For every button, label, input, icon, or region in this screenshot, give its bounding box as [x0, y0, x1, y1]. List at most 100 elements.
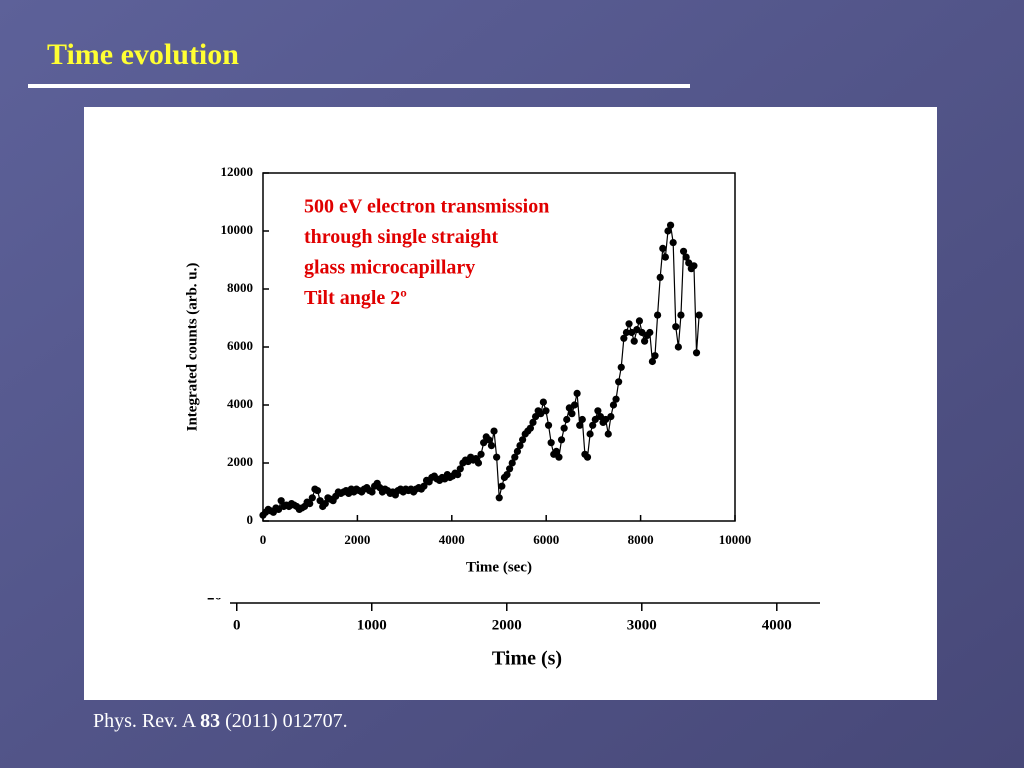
- data-point: [578, 415, 586, 424]
- data-point: [661, 253, 669, 261]
- data-point: [612, 395, 620, 403]
- data-point: [503, 471, 511, 479]
- data-point: [511, 453, 519, 461]
- data-point: [557, 436, 566, 444]
- data-point: [313, 486, 322, 495]
- data-point: [609, 401, 618, 409]
- data-point: [454, 471, 462, 479]
- data-point: [526, 424, 534, 432]
- data-point: [555, 453, 563, 461]
- y-tick-label: 20: [207, 587, 222, 603]
- data-point: [420, 482, 428, 490]
- x-tick-label: 4000: [439, 532, 465, 547]
- data-point: [277, 497, 285, 505]
- data-point: [653, 311, 662, 319]
- y-tick-label: 12000: [221, 164, 254, 179]
- data-point: [695, 311, 703, 319]
- data-point: [306, 500, 314, 508]
- data-point: [677, 311, 685, 319]
- data-point: [594, 407, 602, 415]
- annotation: glass microcapillary: [304, 257, 475, 279]
- data-point: [368, 488, 376, 496]
- data-point: [490, 427, 498, 435]
- data-point: [508, 459, 516, 467]
- x-axis-label: Time (s): [492, 648, 562, 670]
- data-point: [666, 221, 675, 229]
- data-point: [641, 337, 649, 345]
- annotation: through single straight: [304, 226, 498, 248]
- data-point: [563, 415, 571, 424]
- main-chart: 0 2000 4000 6000 8000 10000 12000 0 2000 4000 6000…: [184, 164, 751, 575]
- x-tick-label: 2000: [492, 617, 522, 633]
- data-point: [682, 253, 690, 261]
- data-point: [570, 401, 579, 409]
- data-point: [622, 328, 631, 337]
- data-point: [586, 430, 594, 438]
- data-point: [321, 500, 329, 508]
- data-point: [568, 410, 576, 418]
- citation-volume: 83: [200, 710, 220, 732]
- data-point: [552, 447, 560, 455]
- x-tick-label: 4000: [762, 617, 792, 633]
- data-point: [544, 421, 553, 429]
- x-axis-label: Time (sec): [466, 559, 532, 575]
- data-point: [615, 378, 623, 386]
- x-tick-label: 0: [260, 532, 267, 547]
- data-point: [583, 453, 592, 461]
- annotation: 500 eV electron transmission: [304, 196, 549, 218]
- data-point: [456, 465, 464, 473]
- data-point: [487, 442, 496, 450]
- data-point: [646, 328, 654, 337]
- annotation: Tilt angle 2º: [304, 287, 407, 309]
- data-point: [539, 398, 547, 406]
- x-tick-label: 1000: [357, 617, 387, 633]
- citation-rest: (2011) 012707.: [225, 710, 348, 732]
- data-point: [560, 424, 568, 432]
- data-point: [477, 450, 485, 458]
- y-tick-label: 6000: [227, 338, 253, 353]
- data-point: [672, 323, 680, 331]
- clipped-ticks: 20: [207, 587, 222, 603]
- data-point: [519, 436, 527, 444]
- data-point: [308, 494, 316, 502]
- x-tick-label: 6000: [533, 532, 559, 547]
- data-point: [656, 273, 664, 281]
- x-tick-label: 8000: [628, 532, 654, 547]
- data-point: [547, 439, 555, 447]
- data-point: [493, 453, 501, 461]
- data-point: [664, 227, 672, 235]
- data-point: [659, 244, 667, 252]
- figure-panel: [84, 107, 937, 700]
- x-tick-label: 10000: [719, 532, 752, 547]
- data-point: [679, 247, 688, 255]
- y-tick-label: 2000: [227, 454, 253, 469]
- background-chart: 0 1000 2000 3000 4000 20 Time (s): [207, 587, 820, 670]
- y-tick-label: 4000: [227, 396, 253, 411]
- y-tick-label: 10000: [221, 222, 254, 237]
- data-point: [617, 363, 625, 371]
- data-point: [529, 418, 537, 426]
- title-underline: [28, 84, 690, 88]
- data-point: [674, 343, 682, 351]
- data-point: [630, 337, 638, 345]
- citation: Phys. Rev. A 83 (2011) 012707.: [93, 710, 348, 732]
- data-point: [635, 317, 644, 325]
- data-point: [506, 465, 514, 473]
- data-point: [607, 413, 615, 421]
- x-tick-label: 0: [233, 617, 241, 633]
- y-tick-label: 0: [247, 512, 254, 527]
- y-tick-label: 8000: [227, 280, 253, 295]
- x-tick-label: 2000: [344, 532, 370, 547]
- data-point: [495, 494, 503, 502]
- data-point: [669, 239, 677, 247]
- data-point: [576, 421, 584, 429]
- data-point: [651, 352, 659, 360]
- data-point: [620, 334, 628, 342]
- data-point: [690, 262, 698, 270]
- data-point: [625, 320, 633, 328]
- data-point: [474, 459, 483, 467]
- data-point: [648, 357, 657, 366]
- citation-journal: Phys. Rev. A: [93, 710, 197, 732]
